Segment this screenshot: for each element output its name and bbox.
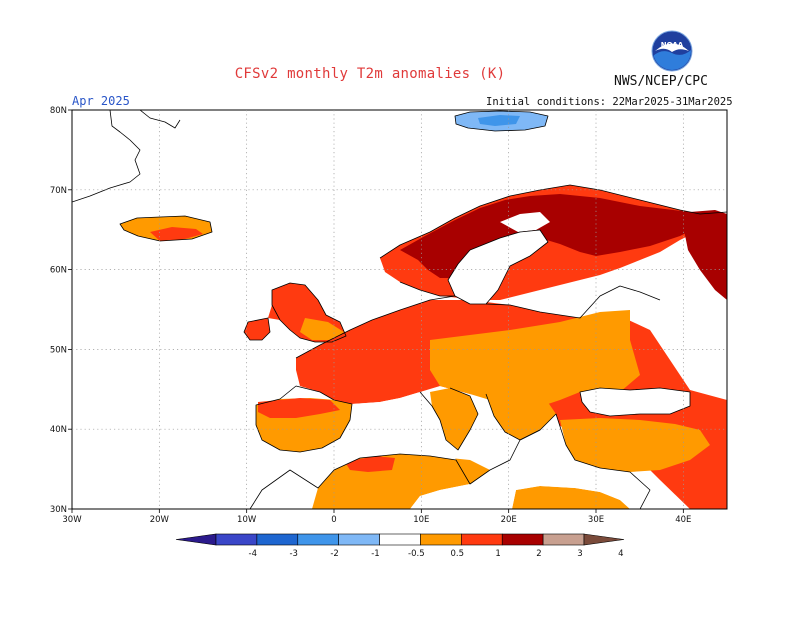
noaa-logo: NOAA bbox=[651, 30, 693, 72]
coastline-iceland bbox=[119, 215, 213, 242]
coastline-scandinavia bbox=[379, 184, 727, 305]
tick-label-lat-3: 60N bbox=[50, 266, 67, 276]
anomaly-region-bothnia-neutral bbox=[500, 212, 550, 232]
coastline-black-sea bbox=[579, 387, 691, 417]
coastline-ireland bbox=[243, 317, 271, 341]
tick-label-lon-3: 0 bbox=[331, 515, 336, 525]
anomaly-region-iberia-north bbox=[258, 398, 340, 418]
colorbar-arrow-low bbox=[175, 533, 217, 546]
colorbar-label-7: 2 bbox=[536, 549, 541, 559]
coastlines bbox=[72, 110, 727, 509]
colorbar-label-8: 3 bbox=[577, 549, 582, 559]
anomaly-region-svalbard-core bbox=[478, 115, 520, 126]
coastline-north-africa bbox=[249, 429, 541, 509]
tick-label-lat-2: 50N bbox=[50, 345, 67, 355]
colorbar-arrow-high bbox=[583, 533, 625, 546]
tick-label-lon-7: 40E bbox=[675, 515, 691, 525]
anomaly-region-baltic-neutral bbox=[448, 230, 548, 304]
anomaly-region-iceland-south bbox=[150, 227, 203, 241]
coastline-balkans bbox=[485, 393, 601, 469]
colorbar-label-5: 0.5 bbox=[450, 549, 464, 559]
anomaly-region-mediterranean-neutral bbox=[290, 392, 456, 488]
colorbar-label-1: -3 bbox=[289, 549, 297, 559]
coastline-great-britain bbox=[271, 282, 347, 343]
colorbar-segment-4 bbox=[379, 533, 421, 546]
anomaly-region-anatolia bbox=[560, 418, 710, 472]
graticule bbox=[72, 110, 727, 509]
valid-month-label: Apr 2025 bbox=[72, 94, 130, 108]
tick-label-lat-5: 80N bbox=[50, 106, 67, 116]
coastline-italy bbox=[419, 387, 479, 451]
colorbar-segment-3 bbox=[338, 533, 380, 546]
colorbar-segment-1 bbox=[256, 533, 299, 546]
colorbar-label-4: -0.5 bbox=[408, 549, 425, 559]
coastline-svalbard bbox=[454, 110, 549, 132]
coastline-iberia bbox=[255, 385, 353, 453]
tick-label-lat-4: 70N bbox=[50, 186, 67, 196]
noaa-logo-text: NOAA bbox=[661, 41, 684, 49]
anomaly-field bbox=[110, 110, 727, 509]
colorbar-label-0: -4 bbox=[249, 549, 257, 559]
colorbar-label-2: -2 bbox=[330, 549, 338, 559]
tick-label-lon-5: 20E bbox=[501, 515, 517, 525]
colorbar-segment-2 bbox=[297, 533, 339, 546]
map-title: CFSv2 monthly T2m anomalies (K) bbox=[234, 66, 506, 82]
anomaly-region-northwest-russia bbox=[684, 210, 727, 300]
tick-label-lat-0: 30N bbox=[50, 505, 67, 515]
anomaly-region-italy bbox=[430, 388, 478, 450]
colorbar-segment-7 bbox=[501, 533, 544, 546]
map-frame bbox=[71, 109, 728, 510]
anomaly-region-eastern-med-neutral bbox=[410, 414, 650, 509]
tick-label-lon-2: 10W bbox=[237, 515, 257, 525]
anomaly-region-england-south bbox=[300, 318, 344, 340]
tick-label-lat-1: 40N bbox=[50, 425, 67, 435]
anomaly-region-eastern-europe bbox=[430, 310, 640, 410]
coastline-continent-north bbox=[295, 285, 661, 359]
tick-label-lon-1: 20W bbox=[150, 515, 170, 525]
colorbar: -4 -3 -2 -1 -0.5 0.5 1 2 3 4 bbox=[175, 533, 625, 559]
tick-label-lon-0: 30W bbox=[62, 515, 82, 525]
anomaly-region-atlas bbox=[345, 456, 395, 472]
agency-label: NWS/NCEP/CPC bbox=[614, 74, 708, 89]
colorbar-segment-6 bbox=[461, 533, 503, 546]
tick-label-lon-6: 30E bbox=[588, 515, 604, 525]
colorbar-segment-0 bbox=[215, 533, 258, 546]
colorbar-segment-8 bbox=[542, 533, 585, 546]
initial-conditions-label: Initial conditions: 22Mar2025-31Mar2025 bbox=[486, 96, 733, 108]
anomaly-region-black-sea-neutral bbox=[580, 388, 690, 416]
coastline-levant bbox=[599, 467, 651, 509]
colorbar-label-9: 4 bbox=[618, 549, 623, 559]
colorbar-segment-5 bbox=[420, 533, 462, 546]
anomaly-region-balkans bbox=[486, 392, 556, 440]
colorbar-label-6: 1 bbox=[495, 549, 500, 559]
anomaly-region-greenland-neutral bbox=[110, 110, 150, 132]
axis-tick-labels: 30W 20W 10W 0 10E 20E 30E 40E 30N 40N 50N 60N 70N 80N bbox=[50, 106, 692, 525]
tick-label-lon-4: 10E bbox=[413, 515, 429, 525]
coastline-greenland bbox=[72, 110, 181, 203]
colorbar-label-3: -1 bbox=[371, 549, 379, 559]
anomaly-region-libya bbox=[512, 486, 630, 509]
